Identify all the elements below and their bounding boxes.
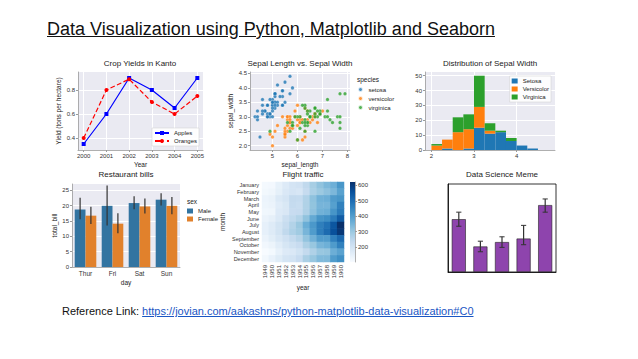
svg-text:sex: sex — [187, 198, 198, 205]
svg-text:Year: Year — [134, 161, 148, 168]
svg-text:1957: 1957 — [317, 264, 323, 278]
svg-text:March: March — [244, 196, 259, 202]
svg-text:1960: 1960 — [338, 264, 344, 278]
svg-text:0.6: 0.6 — [67, 111, 76, 117]
svg-text:December: December — [234, 256, 260, 262]
svg-text:Setosa: Setosa — [523, 78, 542, 84]
svg-text:1955: 1955 — [303, 264, 309, 278]
svg-text:setosa: setosa — [369, 87, 387, 93]
svg-text:Yield (tons per hectare): Yield (tons per hectare) — [55, 77, 63, 144]
svg-text:30: 30 — [415, 102, 422, 108]
svg-text:February: February — [237, 189, 259, 195]
svg-text:50: 50 — [415, 73, 422, 79]
svg-text:August: August — [242, 229, 260, 235]
svg-text:1958: 1958 — [324, 264, 330, 278]
svg-text:virginica: virginica — [369, 105, 392, 111]
svg-text:1949: 1949 — [262, 264, 268, 278]
svg-text:Flight traffic: Flight traffic — [282, 170, 323, 179]
html-text:Data Visualization using Pytho: Data Visualization using Python, Matplot… — [47, 19, 495, 39]
svg-text:0.8: 0.8 — [67, 87, 76, 93]
svg-text:Fri: Fri — [109, 270, 117, 277]
svg-text:1956: 1956 — [310, 264, 316, 278]
svg-text:Distribution of Sepal Width: Distribution of Sepal Width — [443, 59, 537, 68]
svg-text:2002: 2002 — [122, 153, 136, 159]
svg-text:20: 20 — [62, 203, 69, 209]
svg-text:2.5: 2.5 — [239, 128, 248, 134]
svg-text:200: 200 — [358, 244, 369, 250]
svg-text:Female: Female — [198, 216, 219, 222]
svg-text:5: 5 — [66, 249, 70, 255]
svg-text:3: 3 — [472, 153, 476, 159]
svg-text:July: July — [249, 222, 259, 228]
svg-text:7: 7 — [321, 153, 325, 159]
svg-text:10: 10 — [415, 132, 422, 138]
svg-text:species: species — [357, 76, 380, 84]
svg-text:month: month — [219, 213, 226, 231]
svg-text:Data Science Meme: Data Science Meme — [466, 170, 539, 179]
svg-text:600: 600 — [358, 182, 369, 188]
svg-text:Thur: Thur — [79, 270, 93, 277]
svg-text:2001: 2001 — [100, 153, 114, 159]
svg-text:Sat: Sat — [135, 270, 145, 277]
svg-text:1951: 1951 — [276, 264, 282, 278]
svg-text:Sun: Sun — [161, 270, 173, 277]
svg-text:3.0: 3.0 — [239, 114, 248, 120]
svg-text:September: September — [232, 236, 259, 242]
svg-text:3.5: 3.5 — [239, 99, 248, 105]
svg-text:October: October — [239, 242, 259, 248]
svg-text:300: 300 — [358, 229, 369, 235]
svg-text:1954: 1954 — [297, 264, 303, 278]
svg-text:versicolor: versicolor — [369, 96, 395, 102]
svg-text:Restaurant bills: Restaurant bills — [98, 170, 153, 179]
svg-text:500: 500 — [358, 198, 369, 204]
svg-text:2004: 2004 — [168, 153, 182, 159]
svg-text:8: 8 — [346, 153, 350, 159]
svg-text:November: November — [234, 249, 260, 255]
svg-text:4.5: 4.5 — [239, 70, 248, 76]
svg-text:40: 40 — [415, 88, 422, 94]
svg-text:Apples: Apples — [174, 130, 192, 136]
svg-text:sepal_width: sepal_width — [227, 93, 235, 128]
svg-text:June: June — [247, 216, 259, 222]
svg-text:Versicolor: Versicolor — [523, 86, 549, 92]
svg-text:Crop Yields in Kanto: Crop Yields in Kanto — [104, 59, 177, 68]
svg-text:0.4: 0.4 — [67, 135, 76, 141]
svg-text:total_bill: total_bill — [51, 213, 59, 237]
svg-text:Virginica: Virginica — [523, 94, 547, 100]
svg-text:20: 20 — [415, 117, 422, 123]
svg-text:Sepal Length vs. Sepal Width: Sepal Length vs. Sepal Width — [248, 59, 353, 68]
svg-text:1959: 1959 — [331, 264, 337, 278]
svg-text:day: day — [121, 279, 132, 287]
svg-text:5: 5 — [271, 153, 275, 159]
svg-text:4.0: 4.0 — [239, 85, 248, 91]
svg-text:25: 25 — [62, 187, 69, 193]
svg-text:January: January — [239, 182, 259, 188]
svg-text:Oranges: Oranges — [174, 138, 197, 144]
svg-text:6: 6 — [296, 153, 300, 159]
svg-text:2005: 2005 — [191, 153, 205, 159]
svg-text:sepal_length: sepal_length — [282, 161, 319, 169]
svg-text:15: 15 — [62, 218, 69, 224]
svg-text:April: April — [248, 202, 259, 208]
svg-text:2: 2 — [430, 153, 434, 159]
svg-text:10: 10 — [62, 233, 69, 239]
svg-text:0: 0 — [419, 147, 423, 153]
svg-text:1953: 1953 — [290, 264, 296, 278]
svg-text:2.0: 2.0 — [239, 143, 248, 149]
svg-text:1952: 1952 — [283, 264, 289, 278]
svg-text:2003: 2003 — [145, 153, 159, 159]
svg-text:year: year — [297, 284, 310, 292]
svg-text:May: May — [249, 209, 260, 215]
svg-text:400: 400 — [358, 213, 369, 219]
svg-text:1950: 1950 — [269, 264, 275, 278]
html-text:Reference Link: https://jovian: Reference Link: https://jovian.com/aakas… — [62, 305, 474, 317]
svg-text:0: 0 — [66, 264, 70, 270]
svg-text:4: 4 — [515, 153, 519, 159]
svg-text:2000: 2000 — [77, 153, 91, 159]
svg-text:Male: Male — [198, 208, 212, 214]
